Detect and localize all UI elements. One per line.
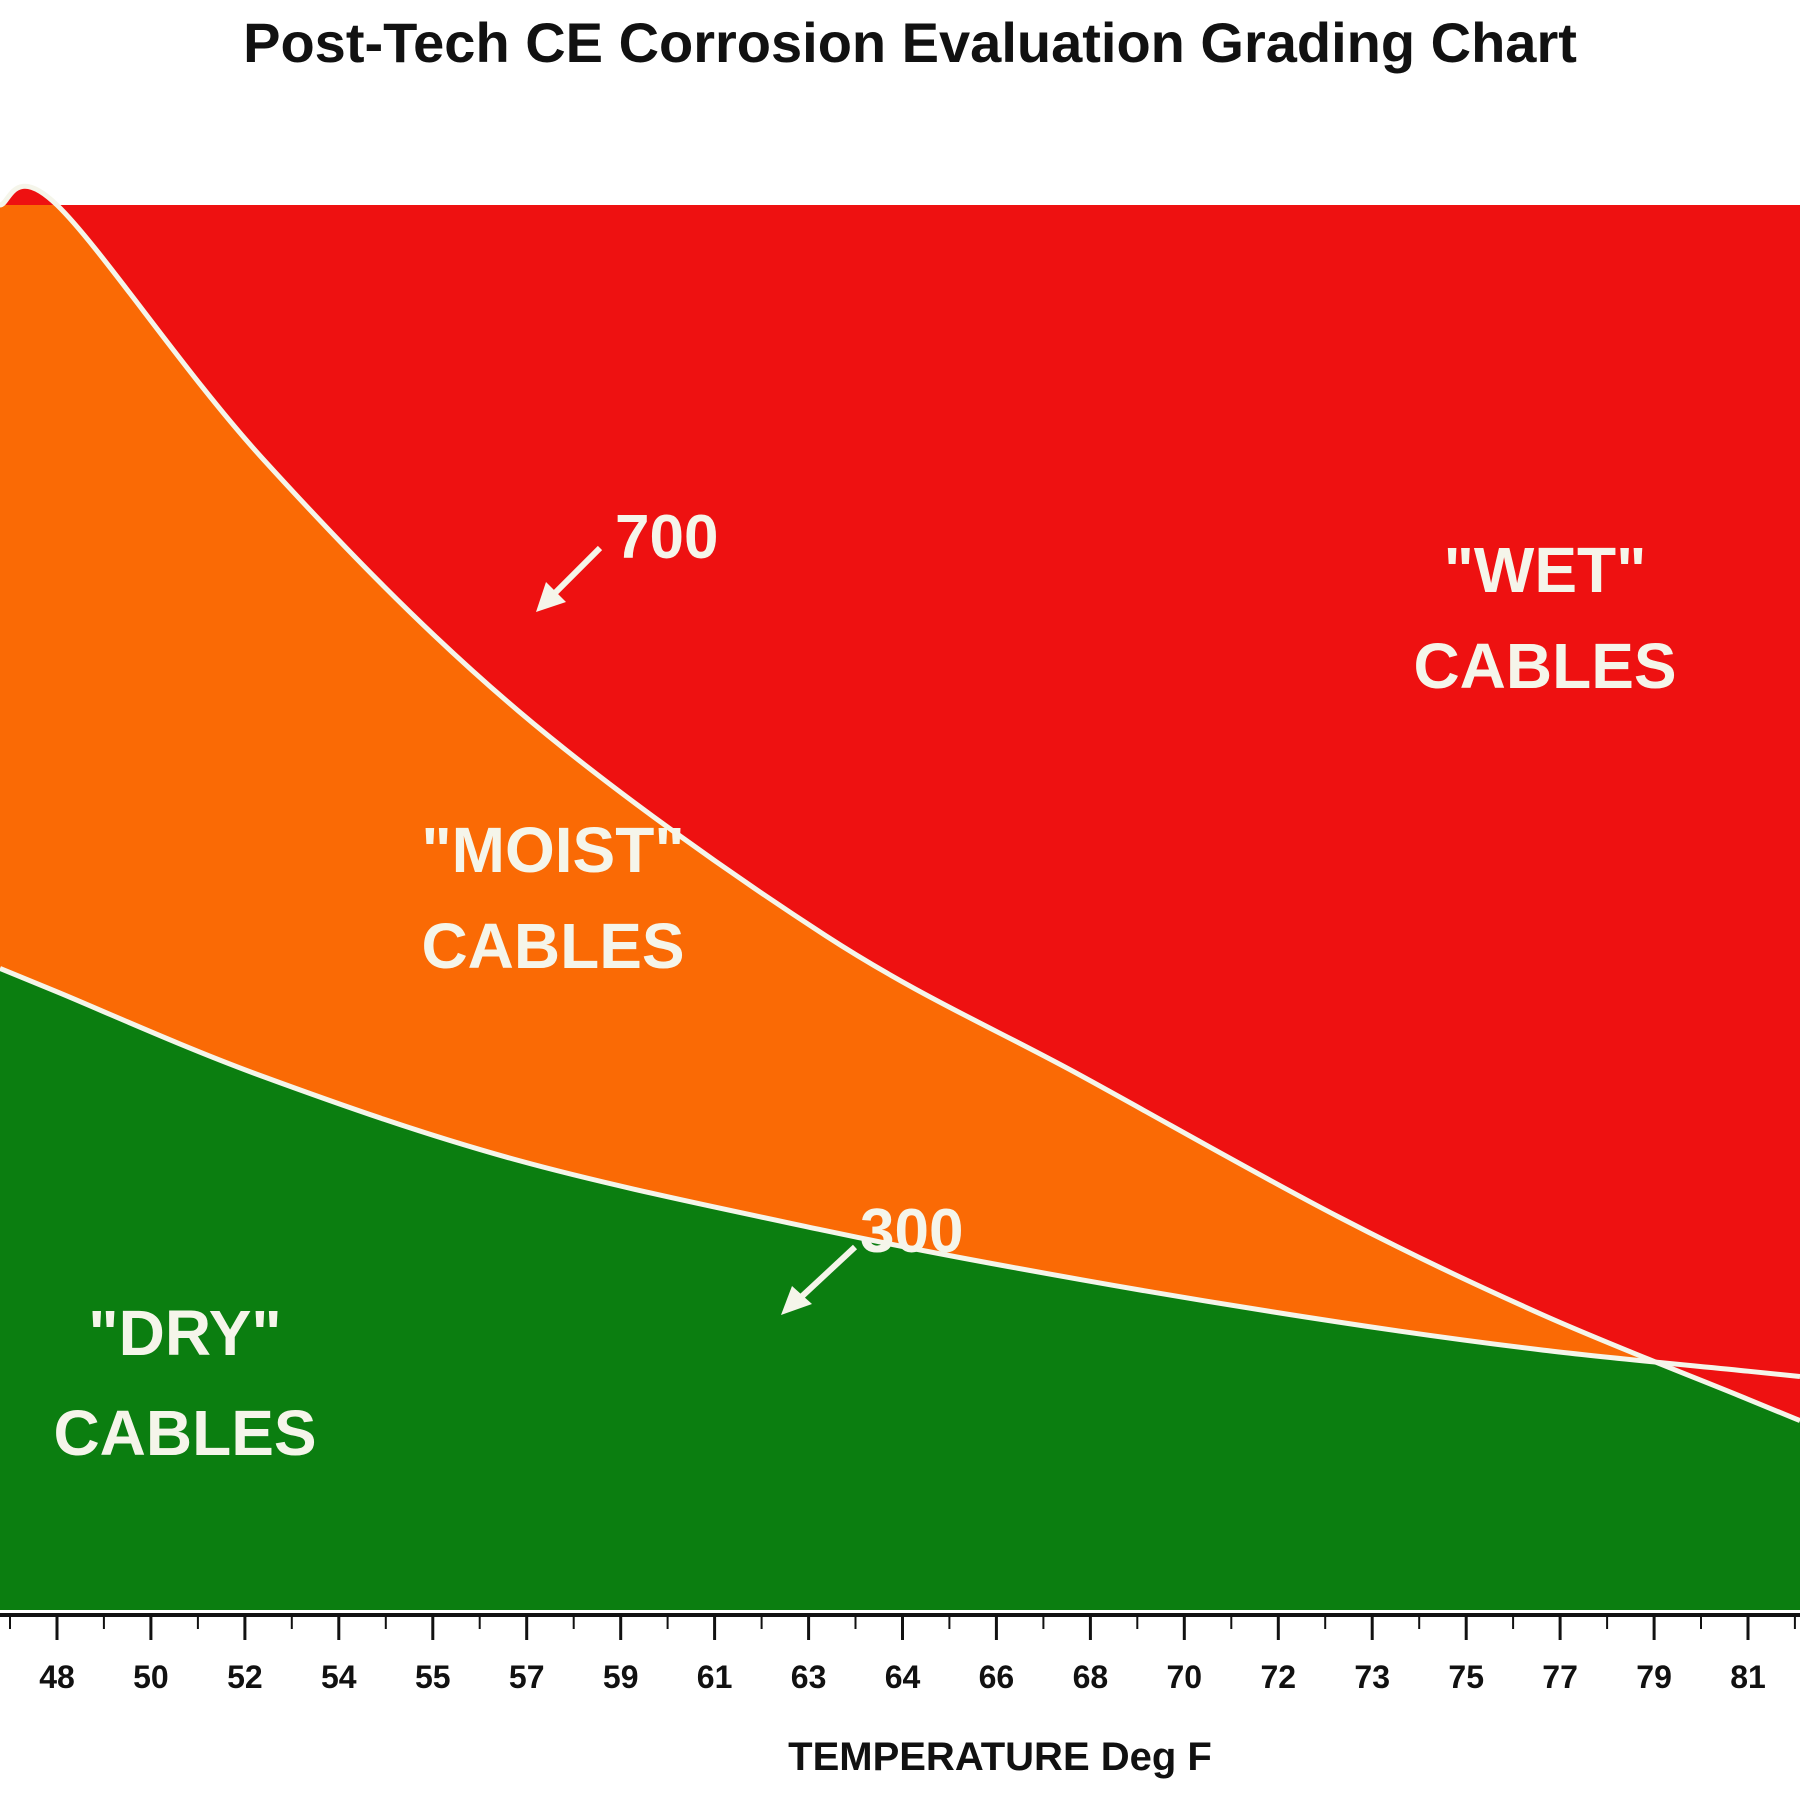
arrow-300-shaft [795,1244,858,1303]
chart-title: Post-Tech CE Corrosion Evaluation Gradin… [243,11,1577,74]
x-tick-label: 79 [1636,1659,1672,1695]
x-axis-minor-ticks [9,1615,1796,1640]
x-tick-label: 64 [885,1659,921,1695]
x-tick-label: 63 [791,1659,827,1695]
x-tick-label: 81 [1730,1659,1766,1695]
x-tick-label: 48 [39,1659,75,1695]
x-axis-label: TEMPERATURE Deg F [788,1735,1212,1779]
dry-label-line1: "DRY" [88,1297,281,1369]
x-tick-label: 73 [1354,1659,1390,1695]
moist-label-line1: "MOIST" [421,814,684,886]
wet-label-line1: "WET" [1444,534,1647,606]
plot-area [0,183,1800,1610]
x-tick-label: 55 [415,1659,451,1695]
x-tick-label: 52 [227,1659,263,1695]
x-tick-label: 77 [1542,1659,1578,1695]
arrow-700-shaft [545,545,603,603]
curve-700 [0,183,1800,1423]
x-tick-label: 68 [1073,1659,1109,1695]
moist-region-label: "MOIST" CABLES [421,814,684,982]
arrow-300-head [781,1286,812,1315]
dry-region-label: "DRY" CABLES [53,1297,316,1469]
x-tick-label: 57 [509,1659,545,1695]
moist-label-line2: CABLES [421,910,684,982]
x-tick-label: 66 [979,1659,1015,1695]
wet-region-label: "WET" CABLES [1413,534,1676,702]
x-tick-label: 59 [603,1659,639,1695]
annotation-700: 700 [536,503,718,612]
x-tick-label: 72 [1261,1659,1297,1695]
x-tick-label: 61 [697,1659,733,1695]
x-axis: 48 50 52 54 55 57 59 61 63 64 66 68 70 72 73 75 77 79 81 [0,1613,1800,1695]
curve-300 [0,966,1800,1379]
x-tick-label: 54 [321,1659,357,1695]
label-700: 700 [615,503,718,572]
label-300: 300 [860,1197,963,1266]
x-axis-tick-labels: 48 50 52 54 55 57 59 61 63 64 66 68 70 72 73 75 77 79 81 [39,1659,1766,1695]
annotation-300: 300 [781,1197,963,1315]
x-tick-label: 50 [133,1659,169,1695]
arrow-700-head [536,582,566,612]
x-tick-label: 70 [1167,1659,1203,1695]
wet-label-line2: CABLES [1413,630,1676,702]
x-tick-label: 75 [1448,1659,1484,1695]
region-wet [0,186,1800,1421]
dry-label-line2: CABLES [53,1397,316,1469]
